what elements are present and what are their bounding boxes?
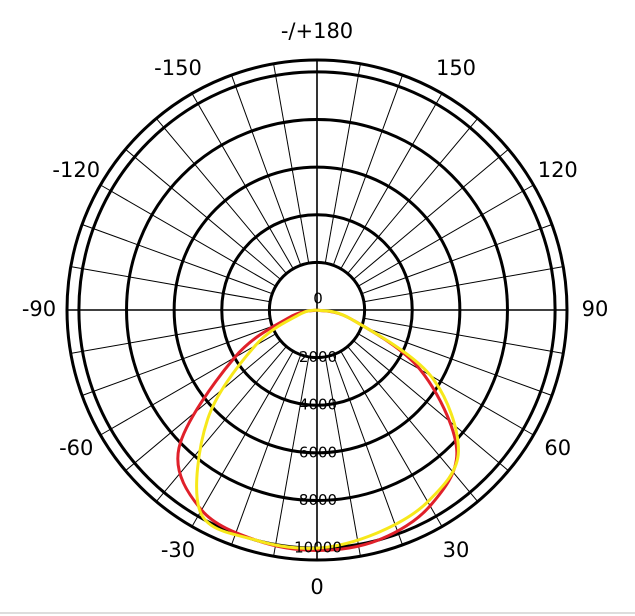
spoke (324, 63, 361, 264)
intensity-curve (195, 308, 460, 550)
theta-tick-label: -/+180 (281, 19, 353, 43)
spoke (70, 317, 271, 354)
spoke (361, 325, 553, 396)
spoke (231, 74, 302, 266)
spoke (155, 118, 287, 274)
spoke (81, 224, 273, 295)
r-tick-label: 10000 (294, 539, 342, 557)
spoke (70, 266, 271, 303)
theta-tick-label: -120 (52, 158, 100, 182)
ring (125, 118, 509, 502)
spoke (273, 63, 310, 264)
spoke (347, 118, 479, 274)
theta-tick-label: 120 (538, 158, 578, 182)
spoke (100, 333, 277, 436)
r-tick-label: 2000 (299, 348, 337, 366)
spoke (273, 356, 310, 557)
spoke (125, 148, 281, 280)
intensity-curve (176, 308, 459, 552)
theta-tick-label: 60 (544, 436, 571, 460)
spoke (155, 346, 287, 502)
spoke (357, 184, 534, 287)
spoke (363, 317, 564, 354)
spoke (340, 350, 443, 527)
r-tick-label: 4000 (299, 396, 337, 414)
spoke (347, 346, 479, 502)
theta-tick-label: 90 (582, 297, 609, 321)
theta-tick-label: -60 (59, 436, 93, 460)
r-tick-label: 0 (313, 290, 323, 308)
ring (172, 165, 462, 455)
theta-tick-label: 30 (443, 538, 470, 562)
spoke (231, 354, 302, 546)
theta-tick-label: -150 (154, 56, 202, 80)
spoke (361, 224, 553, 295)
theta-tick-label: -90 (22, 297, 56, 321)
ring (220, 213, 414, 407)
spoke (332, 74, 403, 266)
spoke (324, 356, 361, 557)
theta-tick-label: 150 (436, 56, 476, 80)
spoke (191, 350, 294, 527)
spoke (191, 93, 294, 270)
spoke (353, 340, 509, 472)
spoke (332, 354, 403, 546)
r-tick-label: 6000 (299, 443, 337, 461)
spoke (340, 93, 443, 270)
spoke (125, 340, 281, 472)
spoke (357, 333, 534, 436)
spoke (100, 184, 277, 287)
spoke (363, 266, 564, 303)
r-tick-label: 8000 (299, 491, 337, 509)
spoke (353, 148, 509, 280)
theta-tick-label: -30 (161, 538, 195, 562)
ring (267, 260, 367, 360)
theta-tick-label: 0 (310, 575, 323, 599)
outer-ring (65, 58, 569, 562)
spoke (81, 325, 273, 396)
